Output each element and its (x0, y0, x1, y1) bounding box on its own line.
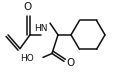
Text: HO: HO (20, 54, 34, 63)
Text: O: O (66, 58, 74, 68)
Text: O: O (24, 2, 32, 12)
Text: HN: HN (34, 24, 48, 33)
